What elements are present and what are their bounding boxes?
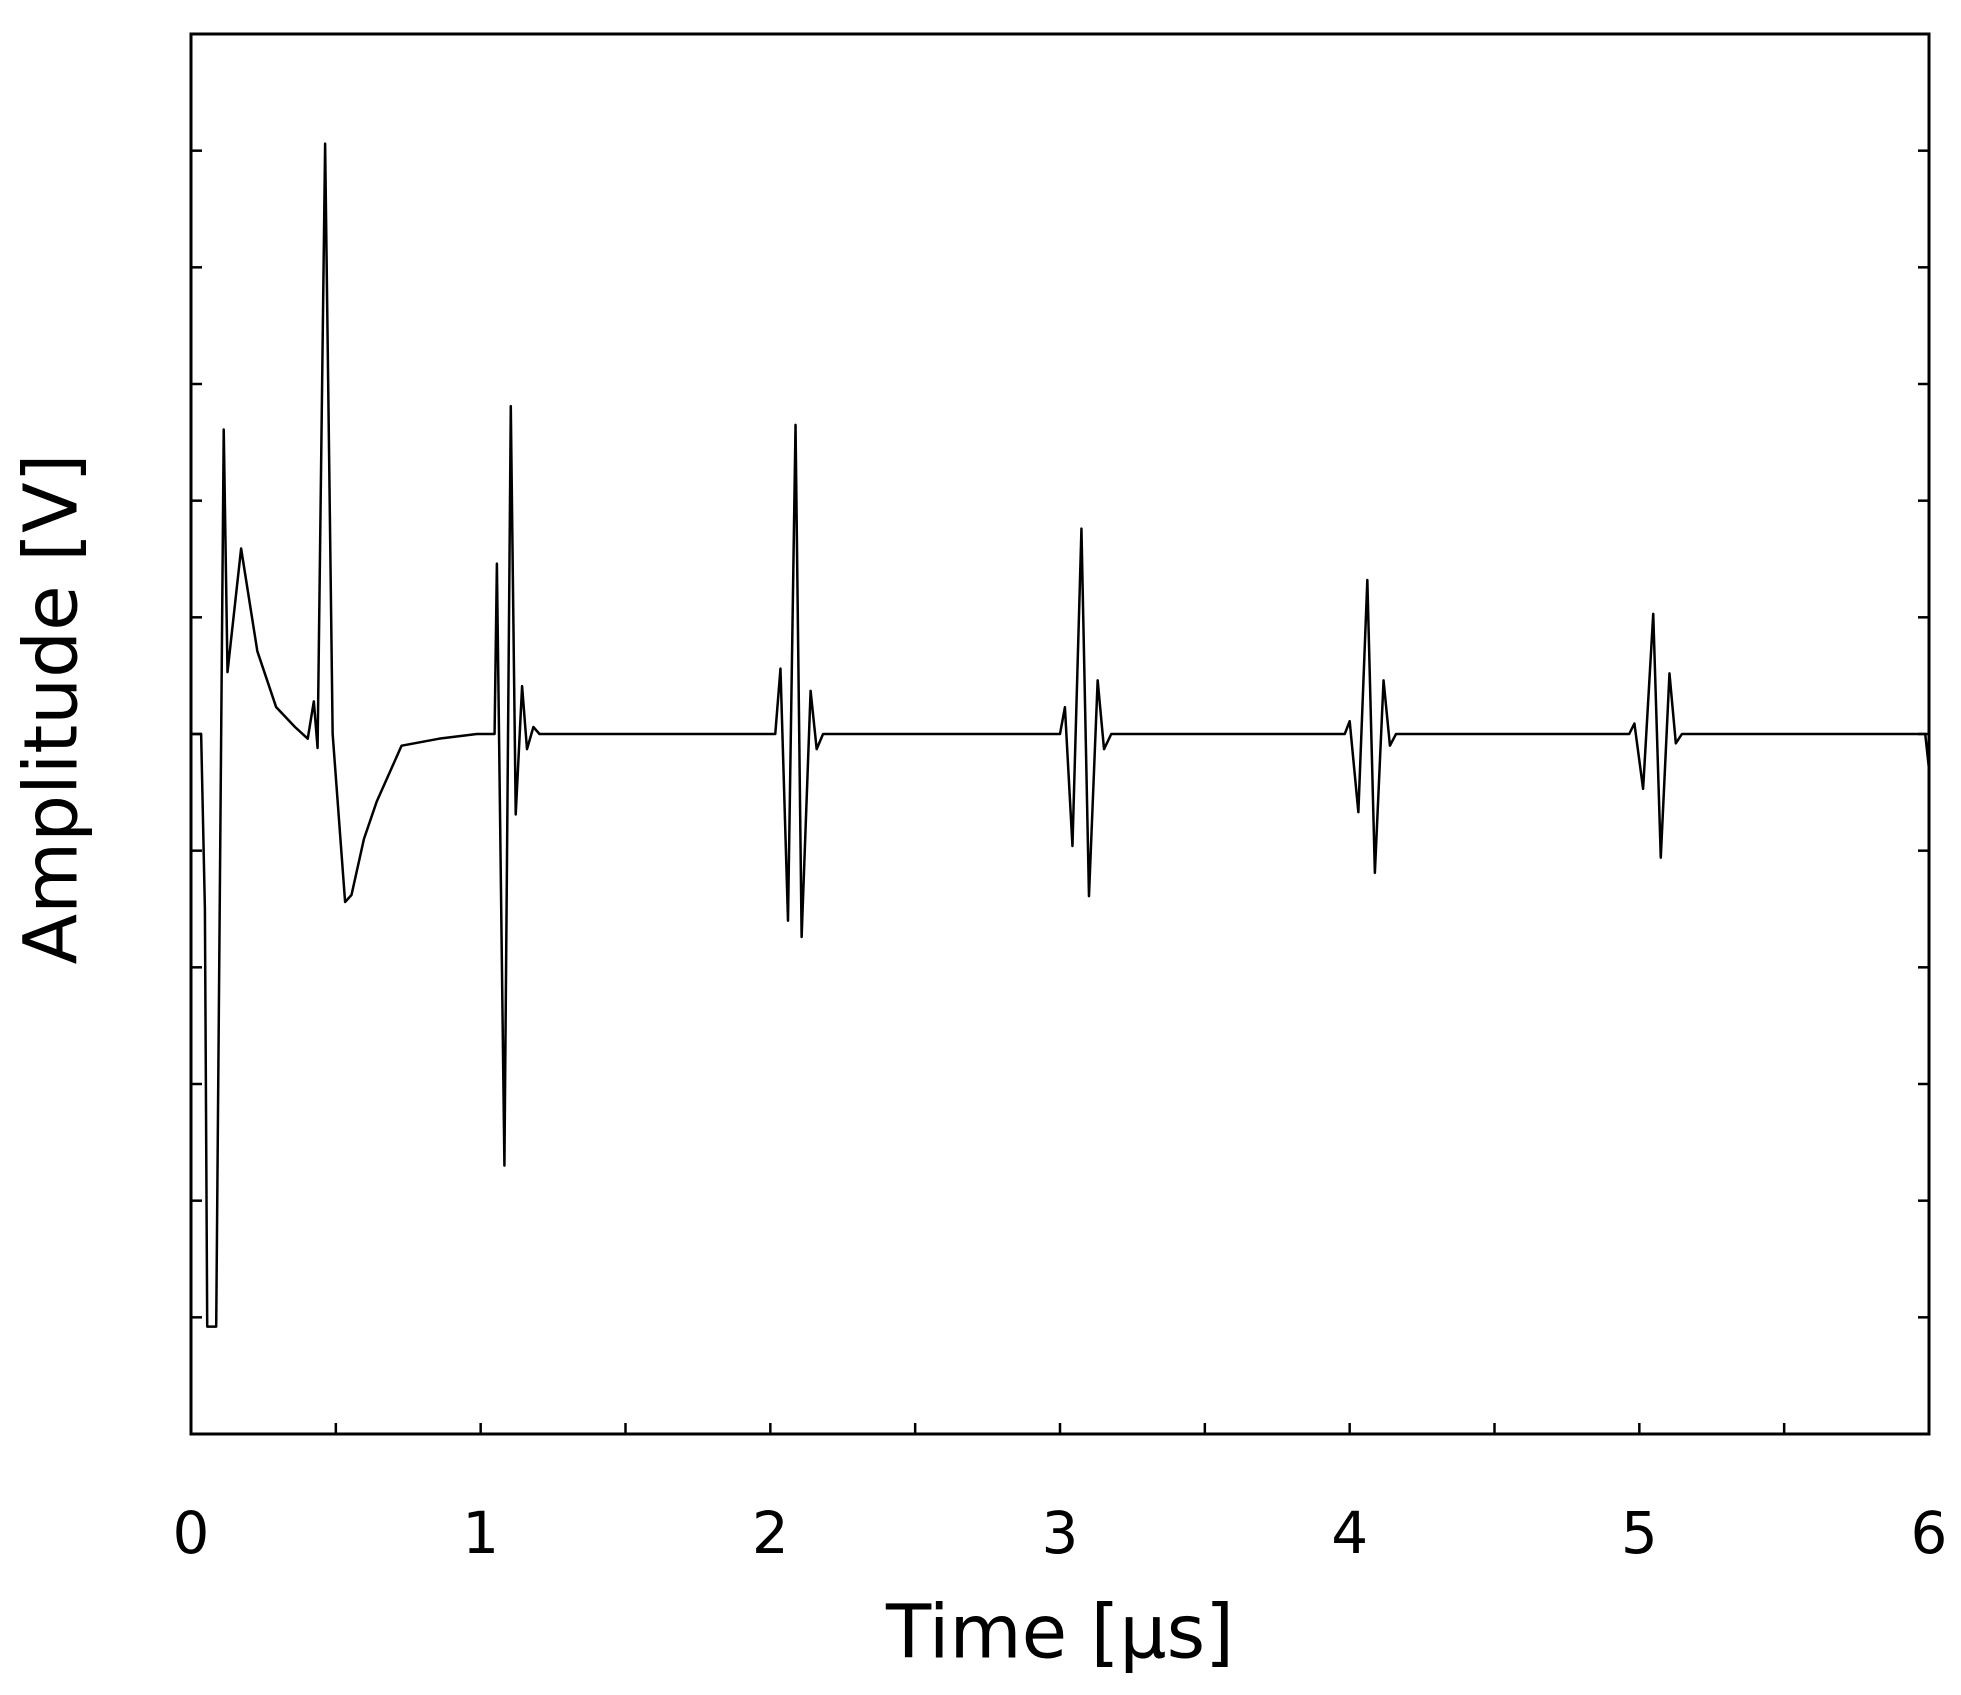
x-tick-label: 6 xyxy=(1911,1499,1948,1567)
x-axis-label: Time [µs] xyxy=(885,1590,1234,1676)
x-tick-label: 5 xyxy=(1621,1499,1658,1567)
x-tick-label: 2 xyxy=(752,1499,789,1567)
signal-line xyxy=(191,142,1931,1328)
x-tick-label: 4 xyxy=(1331,1499,1368,1567)
x-tick-label: 3 xyxy=(1042,1499,1079,1567)
y-axis-label: Amplitude [V] xyxy=(9,453,95,964)
x-tick-label: 1 xyxy=(462,1499,499,1567)
x-tick-label: 0 xyxy=(173,1499,210,1567)
